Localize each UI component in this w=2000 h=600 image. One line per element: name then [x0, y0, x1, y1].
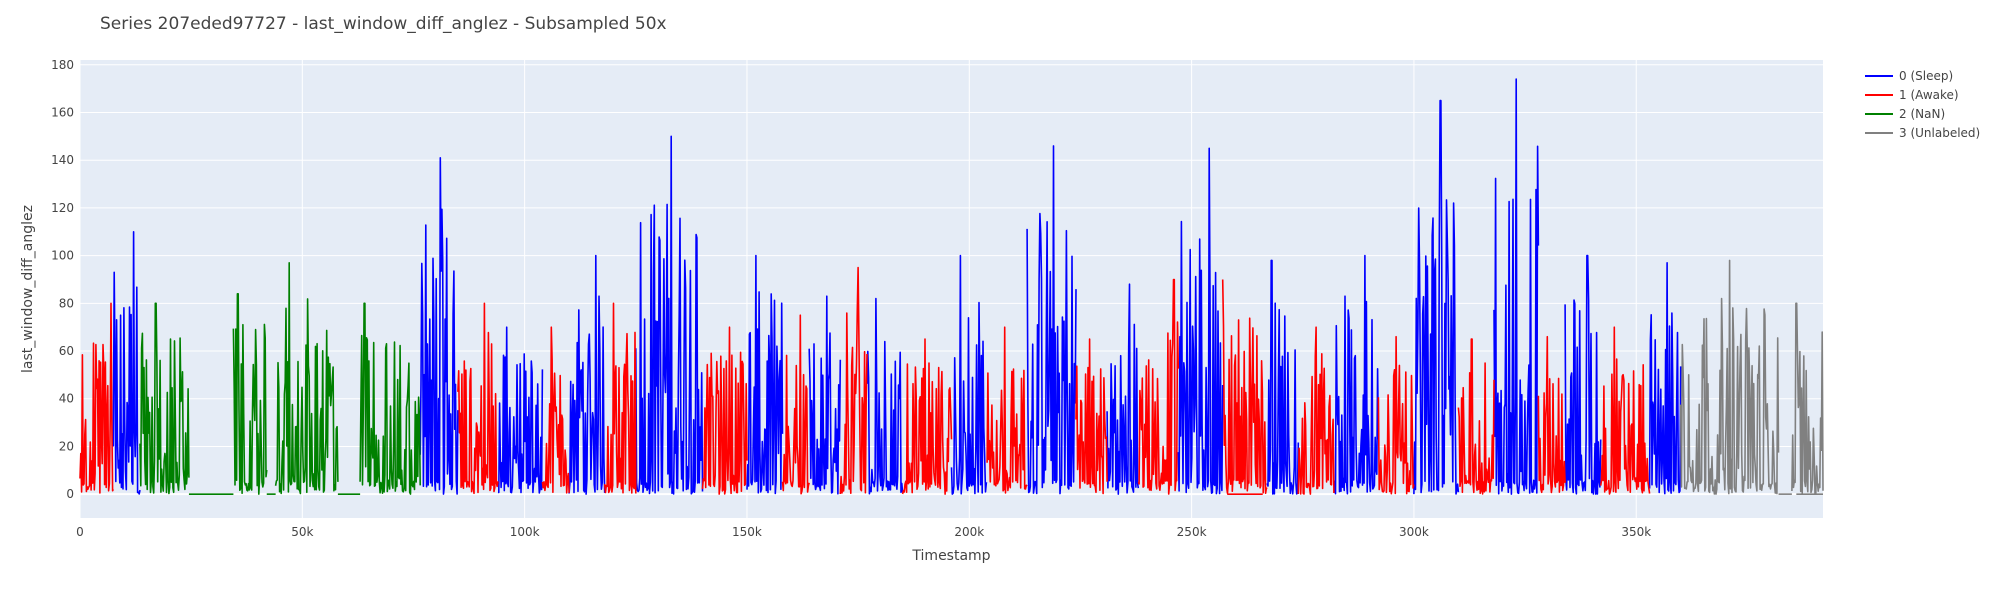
chart-title: Series 207eded97727 - last_window_diff_a…	[100, 14, 667, 34]
x-tick-label: 0	[76, 525, 84, 539]
series-line-0-sleep-	[866, 297, 904, 495]
series-line-1-awake-	[839, 266, 868, 495]
series-line-3-unlabeled-	[1679, 259, 1780, 495]
series-line-2-nan-	[359, 302, 421, 495]
legend-swatch-nan	[1865, 112, 1893, 115]
y-tick-label: 60	[59, 344, 74, 358]
x-tick-label: 150k	[732, 525, 762, 539]
legend-label-unlabeled: 3 (Unlabeled)	[1899, 125, 1981, 140]
series-line-1-awake-	[701, 326, 748, 495]
series-layer	[79, 78, 1824, 495]
legend: 0 (Sleep) 1 (Awake) 2 (NaN) 3 (Unlabeled…	[1865, 66, 1980, 142]
x-axis-label: Timestamp	[911, 548, 990, 564]
series-line-1-awake-	[1377, 335, 1415, 495]
series-line-1-awake-	[901, 338, 953, 495]
series-line-3-unlabeled-	[1791, 302, 1824, 495]
series-line-0-sleep-	[1413, 99, 1460, 495]
y-axis-label: last_window_diff_anglez	[20, 205, 36, 373]
legend-label-nan: 2 (NaN)	[1899, 106, 1946, 121]
legend-item-awake[interactable]: 1 (Awake)	[1865, 85, 1980, 104]
series-line-1-awake-	[1457, 338, 1495, 495]
series-line-0-sleep-	[746, 254, 784, 495]
series-line-1-awake-	[781, 314, 810, 495]
series-line-0-sleep-	[1648, 261, 1682, 495]
series-line-1-awake-	[1599, 326, 1651, 495]
series-line-1-awake-	[1297, 326, 1335, 495]
series-line-2-nan-	[139, 302, 190, 495]
legend-swatch-awake	[1865, 93, 1893, 96]
x-tick-label: 250k	[1177, 525, 1207, 539]
x-tick-label: 100k	[510, 525, 540, 539]
series-line-1-awake-	[1221, 279, 1268, 495]
series-line-1-awake-	[79, 302, 115, 494]
series-line-2-nan-	[274, 261, 339, 495]
y-tick-label: 180	[51, 58, 74, 72]
series-line-1-awake-	[1075, 338, 1108, 495]
series-line-1-awake-	[541, 326, 570, 494]
legend-label-awake: 1 (Awake)	[1899, 87, 1959, 102]
y-tick-label: 20	[59, 439, 74, 453]
series-line-0-sleep-	[568, 254, 606, 495]
x-tick-label: 200k	[954, 525, 984, 539]
legend-item-nan[interactable]: 2 (NaN)	[1865, 104, 1980, 123]
y-tick-label: 100	[51, 249, 74, 263]
series-line-0-sleep-	[950, 254, 988, 495]
series-line-1-awake-	[986, 326, 1028, 494]
tick-labels: 0 20 40 60 80 100 120 140 160 180 0 50k 100k 150k 200k…	[51, 58, 1651, 539]
y-tick-label: 0	[66, 487, 74, 501]
series-line-1-awake-	[457, 302, 499, 495]
y-tick-label: 80	[59, 296, 74, 310]
series-line-0-sleep-	[1026, 145, 1077, 495]
series-line-0-sleep-	[497, 326, 544, 494]
series-line-0-sleep-	[635, 135, 704, 495]
y-tick-label: 40	[59, 392, 74, 406]
legend-label-sleep: 0 (Sleep)	[1899, 68, 1954, 83]
series-line-0-sleep-	[1106, 283, 1140, 495]
y-tick-label: 160	[51, 105, 74, 119]
series-line-0-sleep-	[112, 231, 141, 495]
series-line-2-nan-	[232, 292, 268, 495]
y-tick-label: 120	[51, 201, 74, 215]
series-line-1-awake-	[1537, 335, 1566, 494]
series-line-1-awake-	[1137, 278, 1180, 495]
series-line-0-sleep-	[1177, 147, 1224, 495]
x-tick-label: 50k	[291, 525, 313, 539]
legend-swatch-unlabeled	[1865, 131, 1893, 134]
x-tick-label: 300k	[1399, 525, 1429, 539]
legend-item-sleep[interactable]: 0 (Sleep)	[1865, 66, 1980, 85]
y-tick-label: 140	[51, 153, 74, 167]
series-line-0-sleep-	[1333, 254, 1380, 495]
x-tick-label: 350k	[1621, 525, 1651, 539]
series-line-0-sleep-	[1564, 254, 1602, 495]
series-line-0-sleep-	[1266, 259, 1300, 495]
legend-swatch-sleep	[1865, 74, 1893, 77]
legend-item-unlabeled[interactable]: 3 (Unlabeled)	[1865, 123, 1980, 142]
series-line-1-awake-	[603, 302, 637, 494]
series-line-0-sleep-	[419, 157, 459, 495]
series-line-0-sleep-	[808, 295, 842, 495]
series-line-0-sleep-	[1493, 78, 1540, 495]
